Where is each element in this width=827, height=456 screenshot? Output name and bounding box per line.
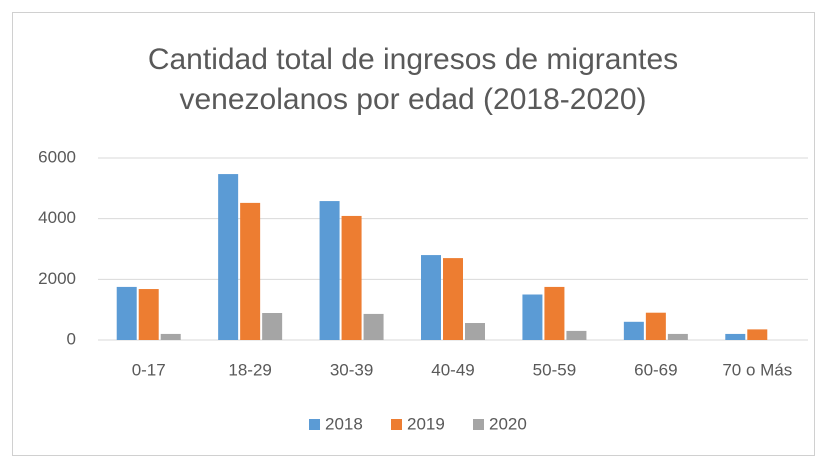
bar xyxy=(623,321,644,340)
legend-label: 2020 xyxy=(489,414,527,433)
bar xyxy=(319,201,340,340)
legend-swatch xyxy=(473,419,484,430)
bar xyxy=(725,333,746,340)
legend-label: 2018 xyxy=(325,414,363,433)
bar xyxy=(566,330,587,340)
bar xyxy=(363,313,384,340)
y-tick-label: 0 xyxy=(67,329,76,348)
bar xyxy=(240,202,261,340)
y-tick-label: 4000 xyxy=(38,208,76,227)
x-tick-label: 60-69 xyxy=(634,360,677,379)
bar xyxy=(138,289,159,340)
legend-label: 2019 xyxy=(407,414,445,433)
x-tick-label: 40-49 xyxy=(431,360,474,379)
chart-title: Cantidad total de ingresos de migrantes … xyxy=(147,43,679,116)
y-tick-label: 2000 xyxy=(38,269,76,288)
bar xyxy=(747,329,768,340)
y-tick-label: 6000 xyxy=(38,147,76,166)
x-tick-label: 0-17 xyxy=(132,360,166,379)
bar xyxy=(116,286,137,340)
x-tick-label: 70 o Más xyxy=(722,360,792,379)
bar xyxy=(544,286,565,340)
bar xyxy=(421,255,441,340)
x-tick-label: 50-59 xyxy=(533,360,576,379)
bar xyxy=(667,333,688,340)
x-tick-label: 30-39 xyxy=(330,360,373,379)
bar xyxy=(645,312,666,340)
bar xyxy=(262,313,283,340)
bar xyxy=(465,323,485,340)
x-tick-label: 18-29 xyxy=(228,360,271,379)
bar xyxy=(522,294,543,340)
legend-swatch xyxy=(391,419,402,430)
bar xyxy=(341,215,362,340)
bar xyxy=(443,258,463,340)
legend-swatch xyxy=(309,419,320,430)
bar xyxy=(160,333,181,340)
bar xyxy=(218,174,239,340)
